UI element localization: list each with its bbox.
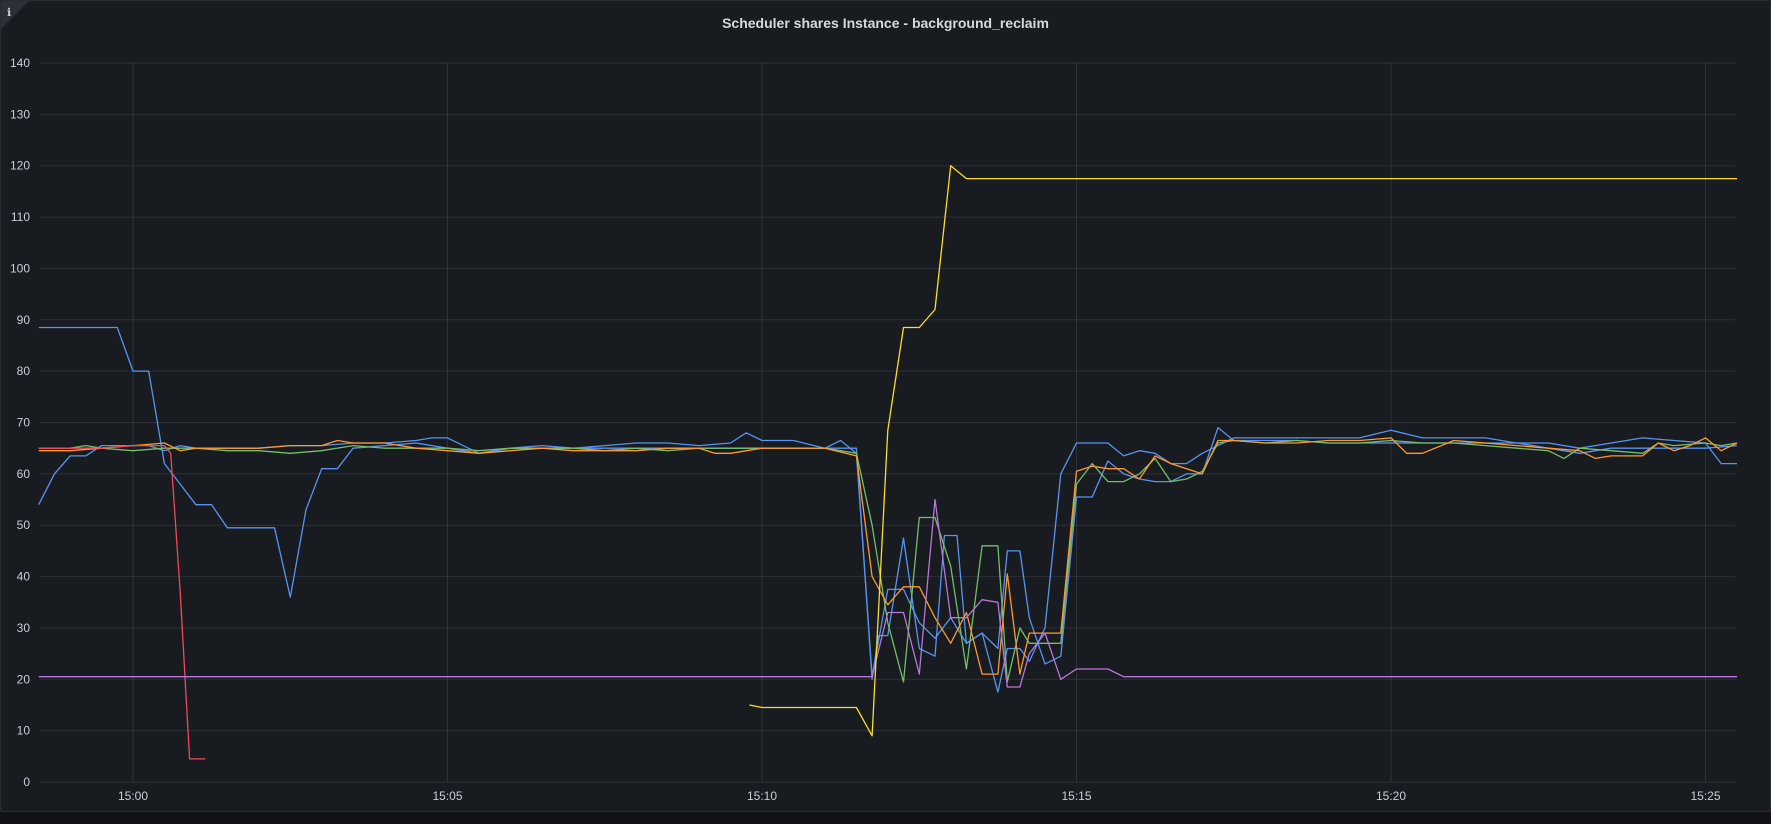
- x-tick-label: 15:25: [1690, 789, 1720, 803]
- y-tick-label: 140: [10, 56, 30, 70]
- y-tick-label: 10: [17, 724, 31, 738]
- series-layer: [38, 165, 1738, 760]
- series-line-3: [38, 439, 1738, 683]
- x-tick-label: 15:00: [118, 789, 148, 803]
- y-axis: 0 10 20 30 40 50 60 70 80 90 100 110 120 130 140: [10, 56, 30, 789]
- x-axis: 15:00 15:05 15:10 15:15 15:20 15:25: [118, 789, 1721, 803]
- y-tick-label: 0: [23, 775, 30, 789]
- y-tick-label: 60: [17, 467, 31, 481]
- y-tick-label: 90: [17, 313, 31, 327]
- y-tick-label: 120: [10, 159, 30, 173]
- x-tick-label: 15:05: [432, 789, 462, 803]
- x-tick-label: 15:10: [747, 789, 777, 803]
- series-line-1: [38, 429, 1737, 693]
- y-tick-label: 100: [10, 261, 30, 275]
- series-line-6: [38, 498, 1737, 688]
- grid-layer: [40, 62, 1735, 783]
- y-tick-label: 40: [17, 570, 31, 584]
- y-tick-label: 70: [17, 416, 31, 430]
- x-tick-label: 15:20: [1376, 789, 1406, 803]
- y-tick-label: 50: [17, 518, 31, 532]
- y-tick-label: 30: [17, 621, 31, 635]
- series-line-7: [749, 165, 1737, 737]
- panel-info-corner[interactable]: [1, 1, 29, 29]
- x-tick-label: 15:15: [1061, 789, 1091, 803]
- y-tick-label: 110: [11, 210, 30, 224]
- series-line-4: [38, 437, 1738, 675]
- info-icon[interactable]: ℹ: [7, 6, 12, 19]
- series-line-5: [38, 444, 206, 760]
- y-tick-label: 130: [10, 107, 30, 121]
- chart-title: Scheduler shares Instance - background_r…: [722, 15, 1049, 31]
- y-tick-label: 80: [17, 364, 31, 378]
- y-tick-label: 20: [17, 672, 31, 686]
